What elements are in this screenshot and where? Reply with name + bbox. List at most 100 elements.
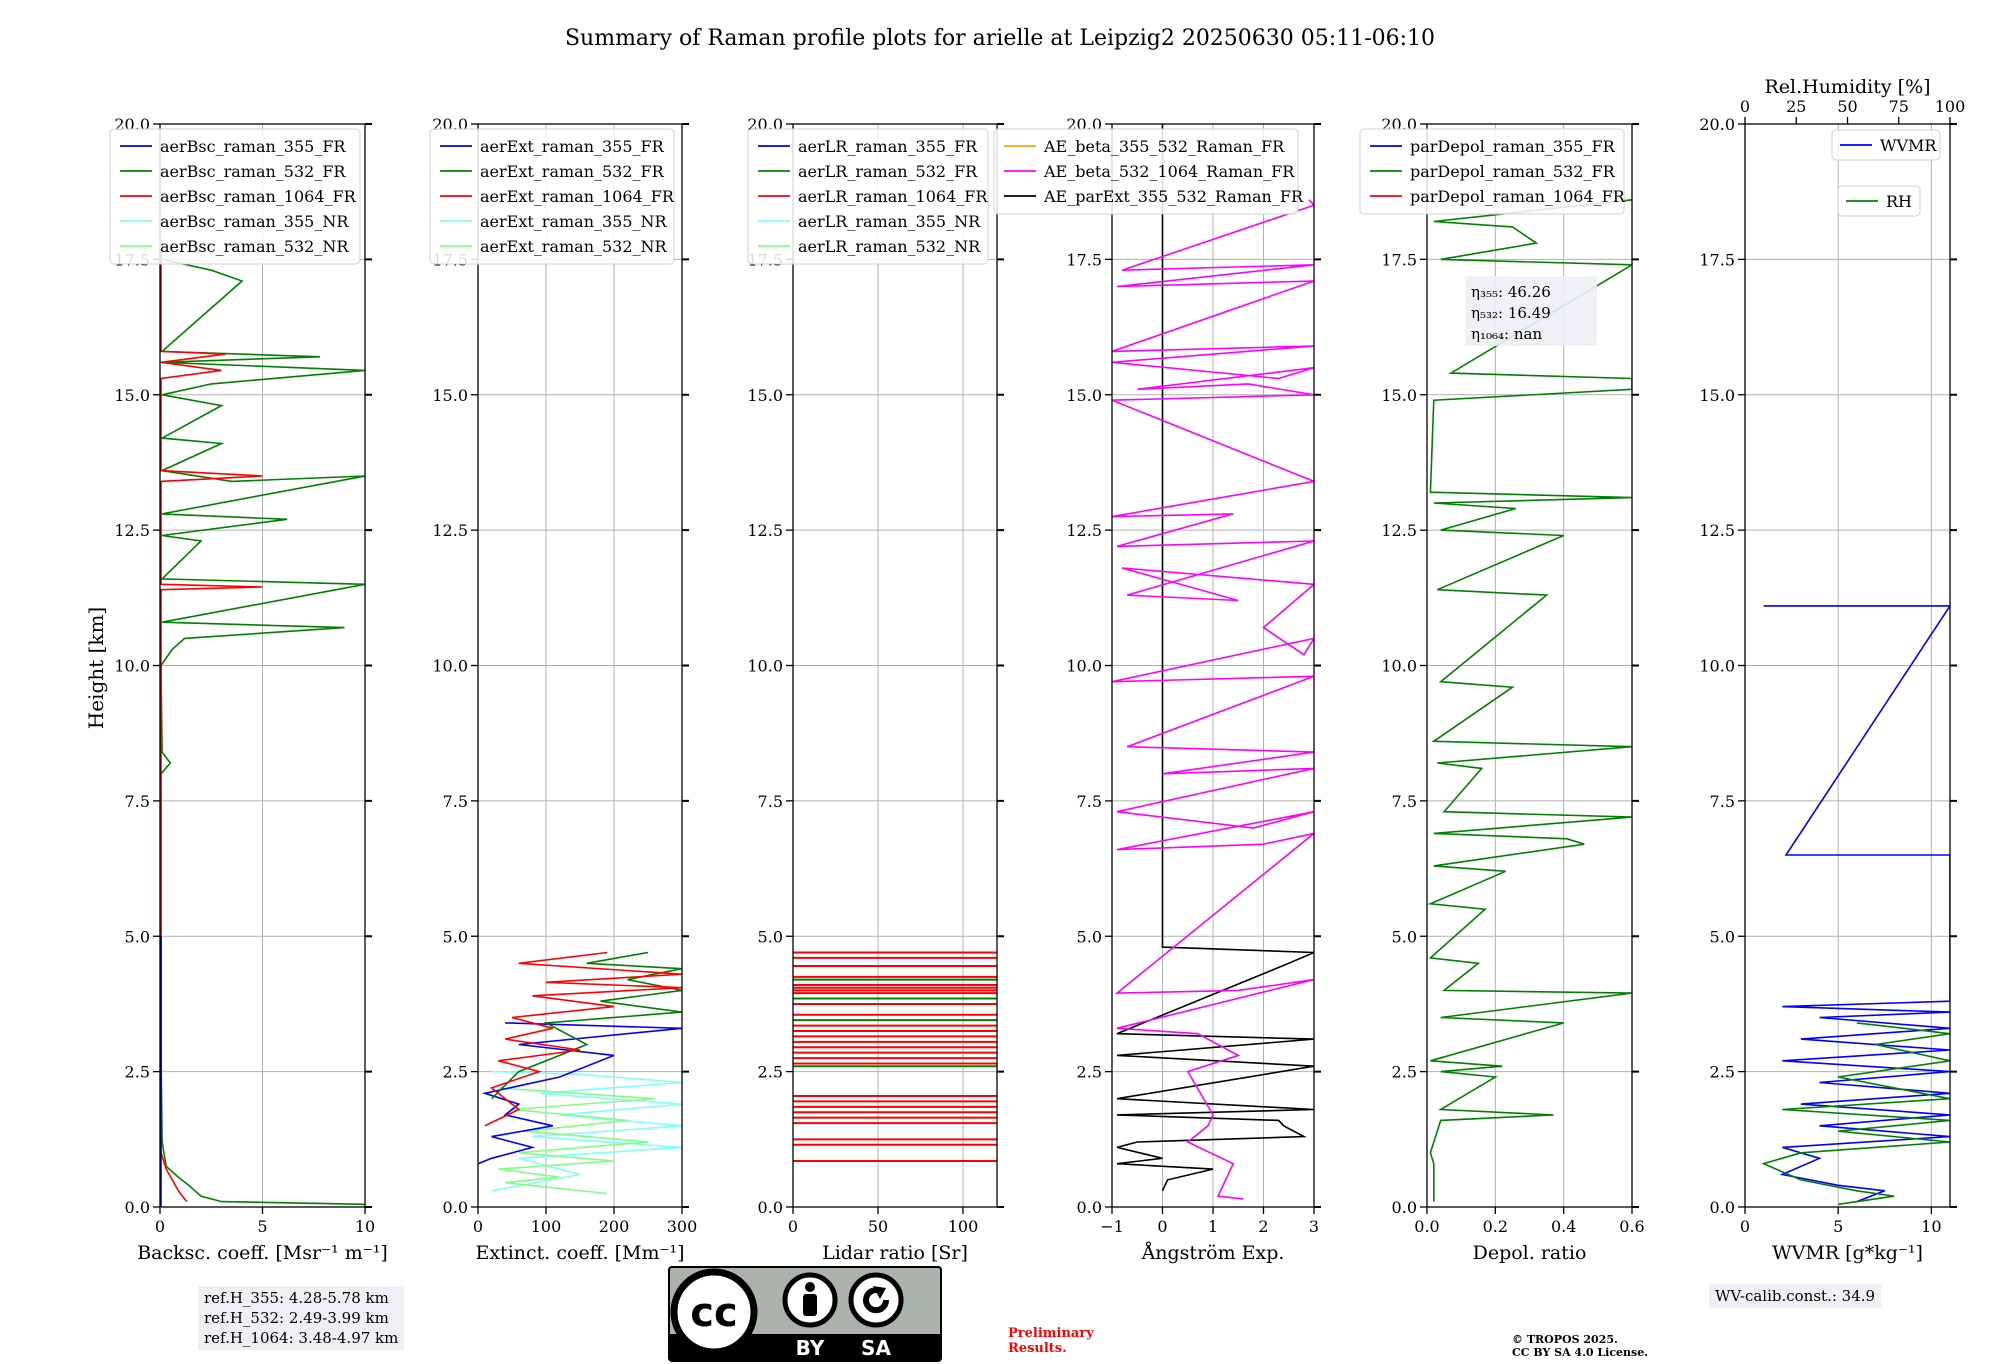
cc-license-badge: cc BY SA bbox=[668, 1266, 942, 1362]
y-tick-label: 12.5 bbox=[114, 521, 150, 540]
eta-annotation-box bbox=[1465, 276, 1597, 346]
cc-icon bbox=[670, 1268, 758, 1356]
y-tick-label: 10.0 bbox=[747, 657, 783, 676]
series-line-WVMR bbox=[1763, 605, 1950, 1203]
sa-share-arrowhead bbox=[873, 1286, 886, 1299]
x-tick-label: 0 bbox=[155, 1217, 165, 1236]
legend-frame bbox=[1831, 129, 1941, 161]
y-tick-label: 5.0 bbox=[1710, 927, 1735, 946]
legend-entry: parDepol_raman_532_FR bbox=[1410, 162, 1616, 181]
figure-title: Summary of Raman profile plots for ariel… bbox=[565, 26, 1435, 51]
legend-entry: WVMR bbox=[1880, 136, 1937, 155]
x2-tick-label: 75 bbox=[1889, 97, 1909, 116]
legend-entry: AE_beta_532_1064_Raman_FR bbox=[1043, 162, 1295, 181]
series-line-aerBsc_raman_532_FR bbox=[160, 258, 365, 1206]
copyright-line-2: CC BY SA 4.0 License. bbox=[1512, 1346, 1649, 1359]
x-tick-label: 0 bbox=[1740, 1217, 1750, 1236]
y-tick-label: 5.0 bbox=[125, 927, 150, 946]
x-tick-label: 5 bbox=[1833, 1217, 1843, 1236]
y-tick-label: 12.5 bbox=[1381, 521, 1417, 540]
y-tick-label: 10.0 bbox=[1066, 657, 1102, 676]
by-person-body bbox=[803, 1294, 817, 1316]
cc-icon-label: cc bbox=[690, 1290, 737, 1336]
x-tick-label: 5 bbox=[257, 1217, 267, 1236]
legend-entry: aerLR_raman_532_FR bbox=[798, 162, 978, 181]
y-tick-label: 0.0 bbox=[1710, 1198, 1735, 1217]
y-tick-label: 7.5 bbox=[1077, 792, 1102, 811]
copyright-note: © TROPOS 2025. CC BY SA 4.0 License. bbox=[1512, 1333, 1648, 1359]
series-line-aerExt_raman_532_NR bbox=[498, 1087, 655, 1195]
legend: parDepol_raman_355_FR parDepol_raman_532_… bbox=[1359, 128, 1626, 215]
legend: AE_beta_355_532_Raman_FR AE_beta_532_1064… bbox=[993, 128, 1304, 215]
sa-share-arrow bbox=[863, 1287, 890, 1314]
x-tick-label: 100 bbox=[531, 1217, 562, 1236]
panel-3: 0.02.55.07.510.012.515.017.520.0050100Li… bbox=[747, 115, 1004, 1264]
y-tick-label: 10.0 bbox=[1699, 657, 1735, 676]
y-tick-label: 7.5 bbox=[758, 792, 783, 811]
x-tick-label: 0.4 bbox=[1551, 1217, 1576, 1236]
data-layer bbox=[793, 951, 997, 1162]
eta-annotation-line: η₅₃₂: 16.49 bbox=[1471, 304, 1551, 322]
sa-share-icon bbox=[848, 1272, 904, 1328]
y-tick-label: 5.0 bbox=[1392, 927, 1417, 946]
x-tick-label: −1 bbox=[1100, 1217, 1124, 1236]
x2-axis-label: Rel.Humidity [%] bbox=[1764, 76, 1930, 98]
sa-label: SA bbox=[861, 1336, 891, 1360]
x-tick-label: 0 bbox=[473, 1217, 483, 1236]
y-tick-label: 0.0 bbox=[1392, 1198, 1417, 1217]
y-tick-label: 7.5 bbox=[443, 792, 468, 811]
x-tick-label: 3 bbox=[1309, 1217, 1319, 1236]
y-tick-label: 7.5 bbox=[125, 792, 150, 811]
series-line-RH bbox=[1761, 1022, 1950, 1206]
legend-frame bbox=[109, 128, 361, 265]
wv-calibration-box: WV-calib.const.: 34.9 bbox=[1709, 1284, 1882, 1308]
y-tick-label: 10.0 bbox=[432, 657, 468, 676]
legend-frame-rh bbox=[1837, 185, 1921, 217]
legend-entry: aerLR_raman_532_NR bbox=[798, 237, 981, 256]
panel-1: 0.02.55.07.510.012.515.017.520.00510Back… bbox=[109, 115, 388, 1264]
legend-entry: aerLR_raman_1064_FR bbox=[798, 187, 988, 206]
series-line-aerExt_raman_1064_FR bbox=[484, 951, 682, 1127]
legend: aerExt_raman_355_FR aerExt_raman_532_FRae… bbox=[429, 128, 675, 265]
legend: aerLR_raman_355_FR aerLR_raman_532_FR aerL… bbox=[747, 128, 989, 265]
y-tick-label: 0.0 bbox=[758, 1198, 783, 1217]
legend-entry: aerExt_raman_1064_FR bbox=[480, 187, 675, 206]
panels: 0.02.55.07.510.012.515.017.520.00510Back… bbox=[109, 76, 1965, 1264]
x-tick-label: 100 bbox=[948, 1217, 979, 1236]
series-line-AE_parExt_355_532_Raman_FR bbox=[1116, 124, 1314, 1192]
legend-entry: aerBsc_raman_355_FR bbox=[160, 137, 346, 156]
y-tick-label: 5.0 bbox=[1077, 927, 1102, 946]
x2-tick-label: 25 bbox=[1786, 97, 1806, 116]
data-layer bbox=[478, 951, 682, 1195]
x-tick-label: 10 bbox=[355, 1217, 375, 1236]
by-person-head bbox=[805, 1282, 815, 1292]
y-tick-label: 7.5 bbox=[1710, 792, 1735, 811]
x-tick-label: 0 bbox=[788, 1217, 798, 1236]
panel-4: 0.02.55.07.510.012.515.017.520.0−1 0 1 2 3Ån… bbox=[993, 115, 1321, 1264]
panel-2: 0.02.55.07.510.012.515.017.520.001002003… bbox=[429, 115, 697, 1264]
y-tick-label: 2.5 bbox=[125, 1063, 150, 1082]
data-layer bbox=[160, 248, 365, 1207]
y-axis-label: Height [km] bbox=[84, 607, 108, 729]
y-tick-label: 5.0 bbox=[443, 927, 468, 946]
legend-entry: aerExt_raman_532_FR bbox=[480, 162, 665, 181]
y-tick-label: 12.5 bbox=[432, 521, 468, 540]
legend-entry: parDepol_raman_355_FR bbox=[1410, 137, 1616, 156]
x-axis-label: Ångström Exp. bbox=[1141, 1242, 1285, 1264]
x-tick-label: 10 bbox=[1921, 1217, 1941, 1236]
data-layer bbox=[1761, 605, 1950, 1206]
legend-entry: aerLR_raman_355_NR bbox=[798, 212, 981, 231]
y-tick-label: 15.0 bbox=[114, 386, 150, 405]
y-tick-label: 17.5 bbox=[1381, 250, 1417, 269]
panel-6: 0.0 2.5 5.0 7.5 10.0 12.5 15.0 17.5 20.0 0 5 10 WVMR… bbox=[1699, 76, 1965, 1264]
y-tick-label: 0.0 bbox=[443, 1198, 468, 1217]
x2-tick-label: 100 bbox=[1935, 97, 1966, 116]
eta-annotation: η₃₅₅: 46.26 η₅₃₂: 16.49 η₁₀₆₄: nan bbox=[1465, 276, 1597, 346]
legend-entry: AE_parExt_355_532_Raman_FR bbox=[1043, 187, 1304, 206]
y-tick-label: 10.0 bbox=[114, 657, 150, 676]
y-tick-label: 2.5 bbox=[1710, 1063, 1735, 1082]
legend-entry: aerBsc_raman_532_NR bbox=[160, 237, 349, 256]
y-tick-label: 2.5 bbox=[758, 1063, 783, 1082]
